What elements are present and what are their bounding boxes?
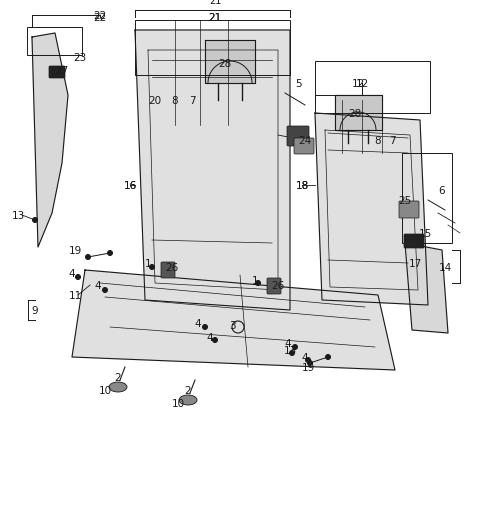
FancyBboxPatch shape: [49, 67, 65, 79]
Ellipse shape: [179, 395, 197, 405]
Polygon shape: [135, 31, 290, 311]
FancyBboxPatch shape: [161, 263, 175, 278]
Text: 17: 17: [408, 259, 421, 269]
Circle shape: [289, 351, 295, 356]
FancyBboxPatch shape: [287, 127, 309, 147]
Circle shape: [149, 265, 155, 270]
Text: 26: 26: [166, 263, 179, 273]
Text: 12: 12: [355, 79, 369, 89]
Text: 4: 4: [95, 280, 101, 290]
Text: 4: 4: [195, 318, 201, 328]
Text: 4: 4: [285, 338, 291, 348]
Text: 22: 22: [94, 11, 107, 21]
Text: 3: 3: [228, 320, 235, 330]
Bar: [135, 21, 290, 76]
Text: 9: 9: [32, 306, 38, 316]
Text: 23: 23: [73, 53, 86, 63]
Circle shape: [292, 345, 298, 350]
Circle shape: [213, 338, 217, 343]
Text: 26: 26: [271, 280, 285, 290]
Circle shape: [108, 251, 112, 256]
Text: 1: 1: [252, 275, 258, 285]
Circle shape: [308, 361, 312, 366]
Circle shape: [305, 358, 311, 363]
Bar: [402, 154, 452, 243]
Text: 4: 4: [207, 332, 213, 342]
Text: 20: 20: [148, 96, 162, 106]
FancyBboxPatch shape: [399, 201, 419, 219]
Text: 28: 28: [348, 109, 361, 119]
Text: 10: 10: [98, 385, 111, 395]
Bar: [315, 62, 430, 114]
Text: 14: 14: [438, 263, 452, 273]
Bar: [27, 28, 82, 56]
Text: 4: 4: [302, 352, 308, 362]
Ellipse shape: [109, 382, 127, 392]
Polygon shape: [315, 114, 428, 306]
Text: 13: 13: [283, 345, 297, 356]
Text: 27: 27: [55, 66, 69, 76]
Text: 21: 21: [208, 13, 222, 23]
Circle shape: [255, 281, 261, 286]
Circle shape: [85, 255, 91, 260]
Text: 19: 19: [301, 362, 314, 372]
Text: 25: 25: [398, 195, 412, 206]
Text: 8: 8: [172, 96, 178, 106]
Text: 10: 10: [171, 398, 185, 408]
Polygon shape: [335, 96, 382, 131]
Text: 7: 7: [389, 136, 396, 146]
Text: 28: 28: [218, 59, 232, 69]
Text: 18: 18: [295, 181, 309, 190]
FancyBboxPatch shape: [267, 278, 281, 294]
Text: 21: 21: [208, 13, 222, 23]
Text: 5: 5: [295, 79, 301, 89]
Circle shape: [33, 218, 37, 223]
Text: 7: 7: [189, 96, 195, 106]
Text: 4: 4: [69, 269, 75, 278]
Text: 1: 1: [144, 259, 151, 269]
Text: 16: 16: [123, 181, 137, 190]
Text: 2: 2: [115, 372, 121, 382]
Text: 15: 15: [419, 229, 432, 238]
Circle shape: [203, 325, 207, 330]
Text: 13: 13: [12, 211, 24, 221]
Polygon shape: [32, 34, 68, 247]
Text: 8: 8: [375, 136, 381, 146]
Text: 24: 24: [299, 136, 312, 146]
Circle shape: [75, 275, 81, 280]
Text: 18: 18: [295, 181, 309, 190]
Text: 2: 2: [185, 385, 192, 395]
Circle shape: [325, 355, 331, 360]
Text: 16: 16: [123, 181, 137, 190]
Polygon shape: [72, 271, 395, 370]
FancyBboxPatch shape: [294, 139, 314, 155]
Text: 6: 6: [439, 186, 445, 195]
Circle shape: [103, 288, 108, 293]
Text: 19: 19: [68, 245, 82, 256]
Polygon shape: [405, 243, 448, 333]
Polygon shape: [205, 41, 255, 84]
Text: 21: 21: [209, 0, 221, 6]
FancyBboxPatch shape: [404, 234, 424, 248]
Text: 22: 22: [94, 13, 107, 23]
Text: 11: 11: [68, 290, 82, 300]
Text: 12: 12: [351, 79, 365, 89]
